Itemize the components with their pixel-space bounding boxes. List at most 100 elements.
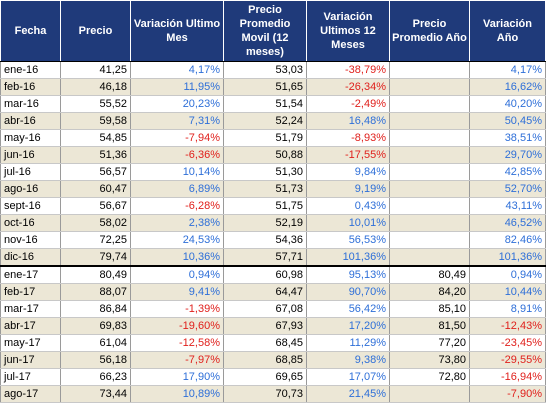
cell-variacion-ultimo-mes: 6,89% bbox=[130, 180, 224, 198]
cell-precio-promedio-movil: 52,19 bbox=[223, 214, 307, 232]
cell-variacion-ultimos-12-meses: 17,20% bbox=[306, 317, 390, 335]
table-row: nov-16 72,25 24,53% 54,36 56,53% 82,46% bbox=[0, 231, 546, 249]
cell-precio: 55,52 bbox=[60, 95, 131, 113]
cell-precio-promedio-movil: 67,08 bbox=[223, 300, 307, 318]
cell-precio-promedio-movil: 51,79 bbox=[223, 129, 307, 147]
cell-precio: 56,18 bbox=[60, 351, 131, 369]
header-variacion-ultimo-mes: Variación Ultimo Mes bbox=[130, 0, 224, 62]
cell-variacion-ultimos-12-meses: 90,70% bbox=[306, 283, 390, 301]
cell-precio-promedio-movil: 51,75 bbox=[223, 197, 307, 215]
table-row: may-16 54,85 -7,94% 51,79 -8,93% 38,51% bbox=[0, 129, 546, 147]
cell-variacion-ultimo-mes: 20,23% bbox=[130, 95, 224, 113]
cell-precio-promedio-anio bbox=[389, 61, 470, 79]
cell-precio-promedio-anio: 77,20 bbox=[389, 334, 470, 352]
cell-variacion-anio: 29,70% bbox=[469, 146, 546, 164]
cell-precio-promedio-anio bbox=[389, 129, 470, 147]
cell-variacion-anio: 43,11% bbox=[469, 197, 546, 215]
cell-precio-promedio-movil: 67,93 bbox=[223, 317, 307, 335]
cell-fecha: jul-17 bbox=[0, 368, 61, 386]
cell-variacion-ultimo-mes: -7,94% bbox=[130, 129, 224, 147]
cell-variacion-anio: 40,20% bbox=[469, 95, 546, 113]
cell-variacion-anio: -7,90% bbox=[469, 385, 546, 403]
cell-variacion-ultimos-12-meses: 9,19% bbox=[306, 180, 390, 198]
cell-precio: 56,57 bbox=[60, 163, 131, 181]
cell-precio: 69,83 bbox=[60, 317, 131, 335]
cell-precio-promedio-anio bbox=[389, 112, 470, 130]
cell-variacion-anio: -23,45% bbox=[469, 334, 546, 352]
cell-variacion-ultimo-mes: 4,17% bbox=[130, 61, 224, 79]
cell-precio-promedio-movil: 70,73 bbox=[223, 385, 307, 403]
cell-precio: 51,36 bbox=[60, 146, 131, 164]
cell-precio-promedio-movil: 64,47 bbox=[223, 283, 307, 301]
cell-precio-promedio-anio: 84,20 bbox=[389, 283, 470, 301]
cell-precio: 59,58 bbox=[60, 112, 131, 130]
cell-precio: 46,18 bbox=[60, 78, 131, 96]
table-row: may-17 61,04 -12,58% 68,45 11,29% 77,20 -23,45… bbox=[0, 334, 546, 352]
cell-variacion-ultimo-mes: 10,14% bbox=[130, 163, 224, 181]
cell-variacion-ultimos-12-meses: -17,55% bbox=[306, 146, 390, 164]
cell-precio-promedio-movil: 54,36 bbox=[223, 231, 307, 249]
table-row: abr-16 59,58 7,31% 52,24 16,48% 50,45% bbox=[0, 112, 546, 130]
cell-precio: 54,85 bbox=[60, 129, 131, 147]
cell-variacion-ultimos-12-meses: 9,38% bbox=[306, 351, 390, 369]
cell-fecha: oct-16 bbox=[0, 214, 61, 232]
cell-variacion-ultimos-12-meses: 11,29% bbox=[306, 334, 390, 352]
cell-precio-promedio-anio bbox=[389, 248, 470, 267]
cell-variacion-ultimo-mes: -6,28% bbox=[130, 197, 224, 215]
header-row: Fecha Precio Variación Ultimo Mes Precio… bbox=[0, 0, 546, 62]
cell-variacion-anio: -12,43% bbox=[469, 317, 546, 335]
cell-variacion-ultimos-12-meses: 101,36% bbox=[306, 248, 390, 267]
header-variacion-ultimos-12-meses: Variación Ultimos 12 Meses bbox=[306, 0, 390, 62]
table-body: ene-16 41,25 4,17% 53,03 -38,79% 4,17% feb-16 4… bbox=[0, 61, 546, 403]
cell-fecha: ago-16 bbox=[0, 180, 61, 198]
cell-fecha: abr-16 bbox=[0, 112, 61, 130]
cell-precio-promedio-movil: 51,65 bbox=[223, 78, 307, 96]
cell-variacion-ultimo-mes: -7,97% bbox=[130, 351, 224, 369]
cell-fecha: ene-17 bbox=[0, 265, 61, 284]
cell-variacion-ultimos-12-meses: 21,45% bbox=[306, 385, 390, 403]
cell-precio-promedio-anio: 85,10 bbox=[389, 300, 470, 318]
cell-precio: 61,04 bbox=[60, 334, 131, 352]
cell-variacion-anio: 4,17% bbox=[469, 61, 546, 79]
cell-fecha: jul-16 bbox=[0, 163, 61, 181]
cell-variacion-anio: 42,85% bbox=[469, 163, 546, 181]
cell-fecha: may-16 bbox=[0, 129, 61, 147]
cell-precio-promedio-anio bbox=[389, 163, 470, 181]
cell-variacion-anio: -29,55% bbox=[469, 351, 546, 369]
cell-precio-promedio-anio: 72,80 bbox=[389, 368, 470, 386]
cell-variacion-ultimo-mes: 17,90% bbox=[130, 368, 224, 386]
cell-precio: 60,47 bbox=[60, 180, 131, 198]
cell-precio-promedio-movil: 53,03 bbox=[223, 61, 307, 79]
table-row: feb-16 46,18 11,95% 51,65 -26,34% 16,62% bbox=[0, 78, 546, 96]
cell-precio: 73,44 bbox=[60, 385, 131, 403]
cell-variacion-ultimos-12-meses: 95,13% bbox=[306, 265, 390, 284]
table-row: oct-16 58,02 2,38% 52,19 10,01% 46,52% bbox=[0, 214, 546, 232]
cell-precio-promedio-movil: 69,65 bbox=[223, 368, 307, 386]
cell-precio-promedio-anio bbox=[389, 78, 470, 96]
cell-fecha: jun-17 bbox=[0, 351, 61, 369]
cell-variacion-ultimo-mes: 10,36% bbox=[130, 248, 224, 267]
cell-precio: 86,84 bbox=[60, 300, 131, 318]
cell-precio-promedio-movil: 68,85 bbox=[223, 351, 307, 369]
cell-fecha: feb-17 bbox=[0, 283, 61, 301]
cell-fecha: ene-16 bbox=[0, 61, 61, 79]
cell-variacion-ultimo-mes: -1,39% bbox=[130, 300, 224, 318]
cell-precio: 66,23 bbox=[60, 368, 131, 386]
cell-variacion-ultimo-mes: 9,41% bbox=[130, 283, 224, 301]
table-row: jun-16 51,36 -6,36% 50,88 -17,55% 29,70% bbox=[0, 146, 546, 164]
table-row: abr-17 69,83 -19,60% 67,93 17,20% 81,50 -12,43… bbox=[0, 317, 546, 335]
table-row: feb-17 88,07 9,41% 64,47 90,70% 84,20 10,44% bbox=[0, 283, 546, 301]
cell-precio: 56,67 bbox=[60, 197, 131, 215]
cell-precio-promedio-movil: 60,98 bbox=[223, 265, 307, 284]
cell-variacion-anio: 10,44% bbox=[469, 283, 546, 301]
cell-variacion-ultimos-12-meses: 10,01% bbox=[306, 214, 390, 232]
cell-fecha: jun-16 bbox=[0, 146, 61, 164]
cell-precio: 80,49 bbox=[60, 265, 131, 284]
cell-fecha: abr-17 bbox=[0, 317, 61, 335]
cell-precio-promedio-movil: 50,88 bbox=[223, 146, 307, 164]
cell-precio-promedio-anio bbox=[389, 146, 470, 164]
table-row: ene-17 80,49 0,94% 60,98 95,13% 80,49 0,94% bbox=[0, 265, 546, 284]
cell-precio-promedio-movil: 51,54 bbox=[223, 95, 307, 113]
cell-fecha: mar-17 bbox=[0, 300, 61, 318]
table-row: dic-16 79,74 10,36% 57,71 101,36% 101,36% bbox=[0, 248, 546, 267]
